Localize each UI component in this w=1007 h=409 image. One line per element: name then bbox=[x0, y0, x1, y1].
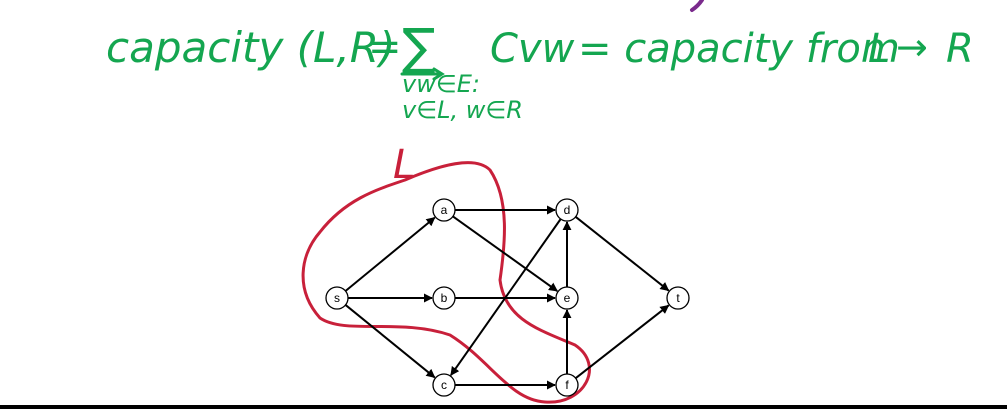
formula-sum-term: Cvw bbox=[490, 26, 575, 72]
graph-nodes: s a b c d e f t bbox=[325, 198, 690, 397]
node-circle bbox=[432, 286, 456, 310]
node-circle bbox=[325, 286, 349, 310]
edge-s-c bbox=[344, 304, 436, 379]
node-label: s bbox=[334, 291, 340, 305]
node-label: a bbox=[441, 203, 448, 217]
node-circle bbox=[432, 198, 456, 222]
edge-a-e bbox=[452, 215, 558, 292]
node-label: b bbox=[441, 291, 448, 305]
node-label: d bbox=[564, 203, 571, 217]
node-label: e bbox=[564, 291, 571, 305]
node-circle bbox=[666, 286, 690, 310]
sum-symbol: ∑ bbox=[402, 18, 436, 76]
purple-mark bbox=[690, 0, 704, 12]
subscript-line-2: v∈L, w∈R bbox=[402, 96, 523, 124]
edge-d-c bbox=[450, 218, 562, 376]
node-circle bbox=[555, 198, 579, 222]
node-label: t bbox=[676, 291, 680, 305]
formula-lhs: capacity (L,R) bbox=[106, 23, 395, 72]
node-b: b bbox=[432, 286, 456, 310]
node-circle bbox=[432, 373, 456, 397]
edge-f-t bbox=[575, 304, 670, 380]
node-circle bbox=[555, 286, 579, 310]
formula-rhs-text: = capacity from bbox=[578, 26, 900, 72]
node-label: c bbox=[441, 378, 447, 392]
formula-arrow: → bbox=[896, 25, 928, 69]
node-c: c bbox=[432, 373, 456, 397]
subscript-line-1: vw∈E: bbox=[402, 70, 480, 98]
formula-rhs-from: L bbox=[868, 26, 890, 72]
edge-s-a bbox=[344, 216, 436, 292]
node-d: d bbox=[555, 198, 579, 222]
node-f: f bbox=[555, 373, 579, 397]
node-circle bbox=[555, 373, 579, 397]
formula-equals: = bbox=[368, 24, 402, 70]
cut-set-loop bbox=[301, 161, 591, 404]
capacity-formula: capacity (L,R) = ∑ Cvw = capacity from L… bbox=[106, 18, 974, 124]
node-s: s bbox=[325, 286, 349, 310]
edge-d-t bbox=[574, 216, 670, 292]
node-e: e bbox=[555, 286, 579, 310]
graph-edges bbox=[344, 205, 670, 390]
bottom-rule bbox=[0, 405, 1007, 409]
node-a: a bbox=[432, 198, 456, 222]
subscript-vector-arrow bbox=[400, 67, 445, 81]
node-t: t bbox=[666, 286, 690, 310]
node-label: f bbox=[565, 378, 569, 392]
formula-rhs-to: R bbox=[946, 26, 974, 72]
